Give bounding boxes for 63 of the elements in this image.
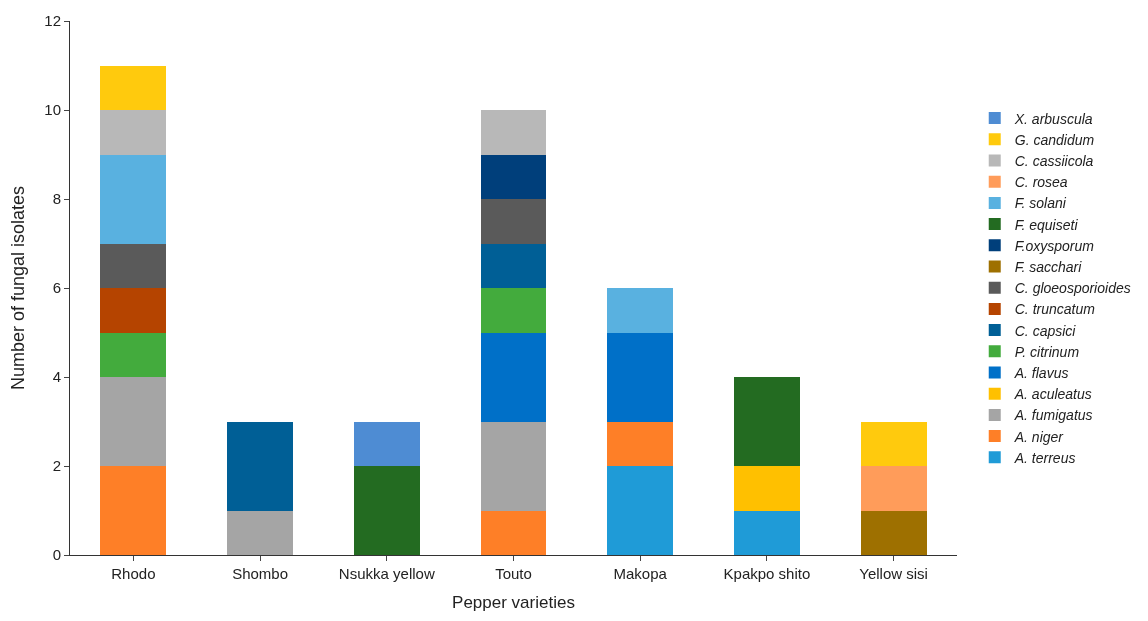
bar xyxy=(100,243,167,288)
y-tick-label: 2 xyxy=(52,457,61,475)
legend-label: F. solani xyxy=(1014,195,1067,212)
x-tick-label: Kpakpo shito xyxy=(723,565,811,582)
bar xyxy=(607,288,674,333)
bar xyxy=(733,466,800,511)
legend-label: A. aculeatus xyxy=(1013,386,1092,403)
bar xyxy=(480,243,547,288)
legend-label: X. arbuscula xyxy=(1013,110,1093,127)
bar xyxy=(353,421,420,466)
bar xyxy=(100,288,167,333)
bar xyxy=(100,110,167,155)
legend-label: C. gloeosporioides xyxy=(1014,280,1131,297)
bar xyxy=(100,377,167,466)
bar xyxy=(860,421,927,466)
legend-label: P. citrinum xyxy=(1014,343,1080,360)
legend-label: F. equiseti xyxy=(1014,216,1079,233)
y-axis-title: Number of fungal isolates xyxy=(7,185,28,391)
y-tick-label: 0 xyxy=(52,546,61,564)
bar xyxy=(480,288,547,333)
legend-label: C. capsici xyxy=(1014,322,1077,339)
bar xyxy=(860,466,927,511)
y-tick-label: 12 xyxy=(44,12,61,30)
legend-label: F. sacchari xyxy=(1014,258,1083,275)
bar xyxy=(100,154,167,244)
x-tick-label: Yellow sisi xyxy=(859,565,928,582)
y-tick-label: 4 xyxy=(52,368,61,386)
bar xyxy=(480,154,547,199)
bar xyxy=(100,332,167,377)
x-tick-label: Shombo xyxy=(232,565,289,582)
legend-label: A. flavus xyxy=(1013,364,1069,381)
bar xyxy=(227,421,294,511)
bar xyxy=(733,510,800,555)
bar xyxy=(480,332,547,422)
bar xyxy=(607,466,674,555)
x-tick-label: Rhodo xyxy=(111,565,156,582)
bar xyxy=(733,377,800,466)
x-tick-label: Makopa xyxy=(613,565,668,582)
bar xyxy=(480,510,547,555)
legend-label: A. fumigatus xyxy=(1013,407,1093,424)
legend-label: C. truncatum xyxy=(1014,301,1096,318)
bar xyxy=(860,510,927,555)
bar xyxy=(227,510,294,555)
legend-label: A. niger xyxy=(1013,428,1065,445)
legend-label: A. terreus xyxy=(1013,449,1076,466)
bar xyxy=(100,466,167,555)
x-tick-label: Nsukka yellow xyxy=(338,565,435,582)
legend-label: F.oxysporum xyxy=(1014,237,1095,254)
bar xyxy=(607,332,674,422)
legend-label: C. rosea xyxy=(1014,174,1068,191)
legend-label: G. candidum xyxy=(1014,131,1095,148)
bar xyxy=(353,466,420,555)
bar xyxy=(480,199,547,244)
bar xyxy=(607,421,674,466)
y-tick-label: 8 xyxy=(52,190,61,208)
bar xyxy=(480,421,547,511)
x-tick-label: Touto xyxy=(495,565,532,582)
y-tick-label: 10 xyxy=(44,101,61,119)
bar xyxy=(100,65,167,110)
legend-label: C. cassiicola xyxy=(1014,152,1094,169)
bar xyxy=(480,110,547,155)
x-axis-title: Pepper varieties xyxy=(452,593,575,613)
y-tick-label: 6 xyxy=(52,279,61,297)
